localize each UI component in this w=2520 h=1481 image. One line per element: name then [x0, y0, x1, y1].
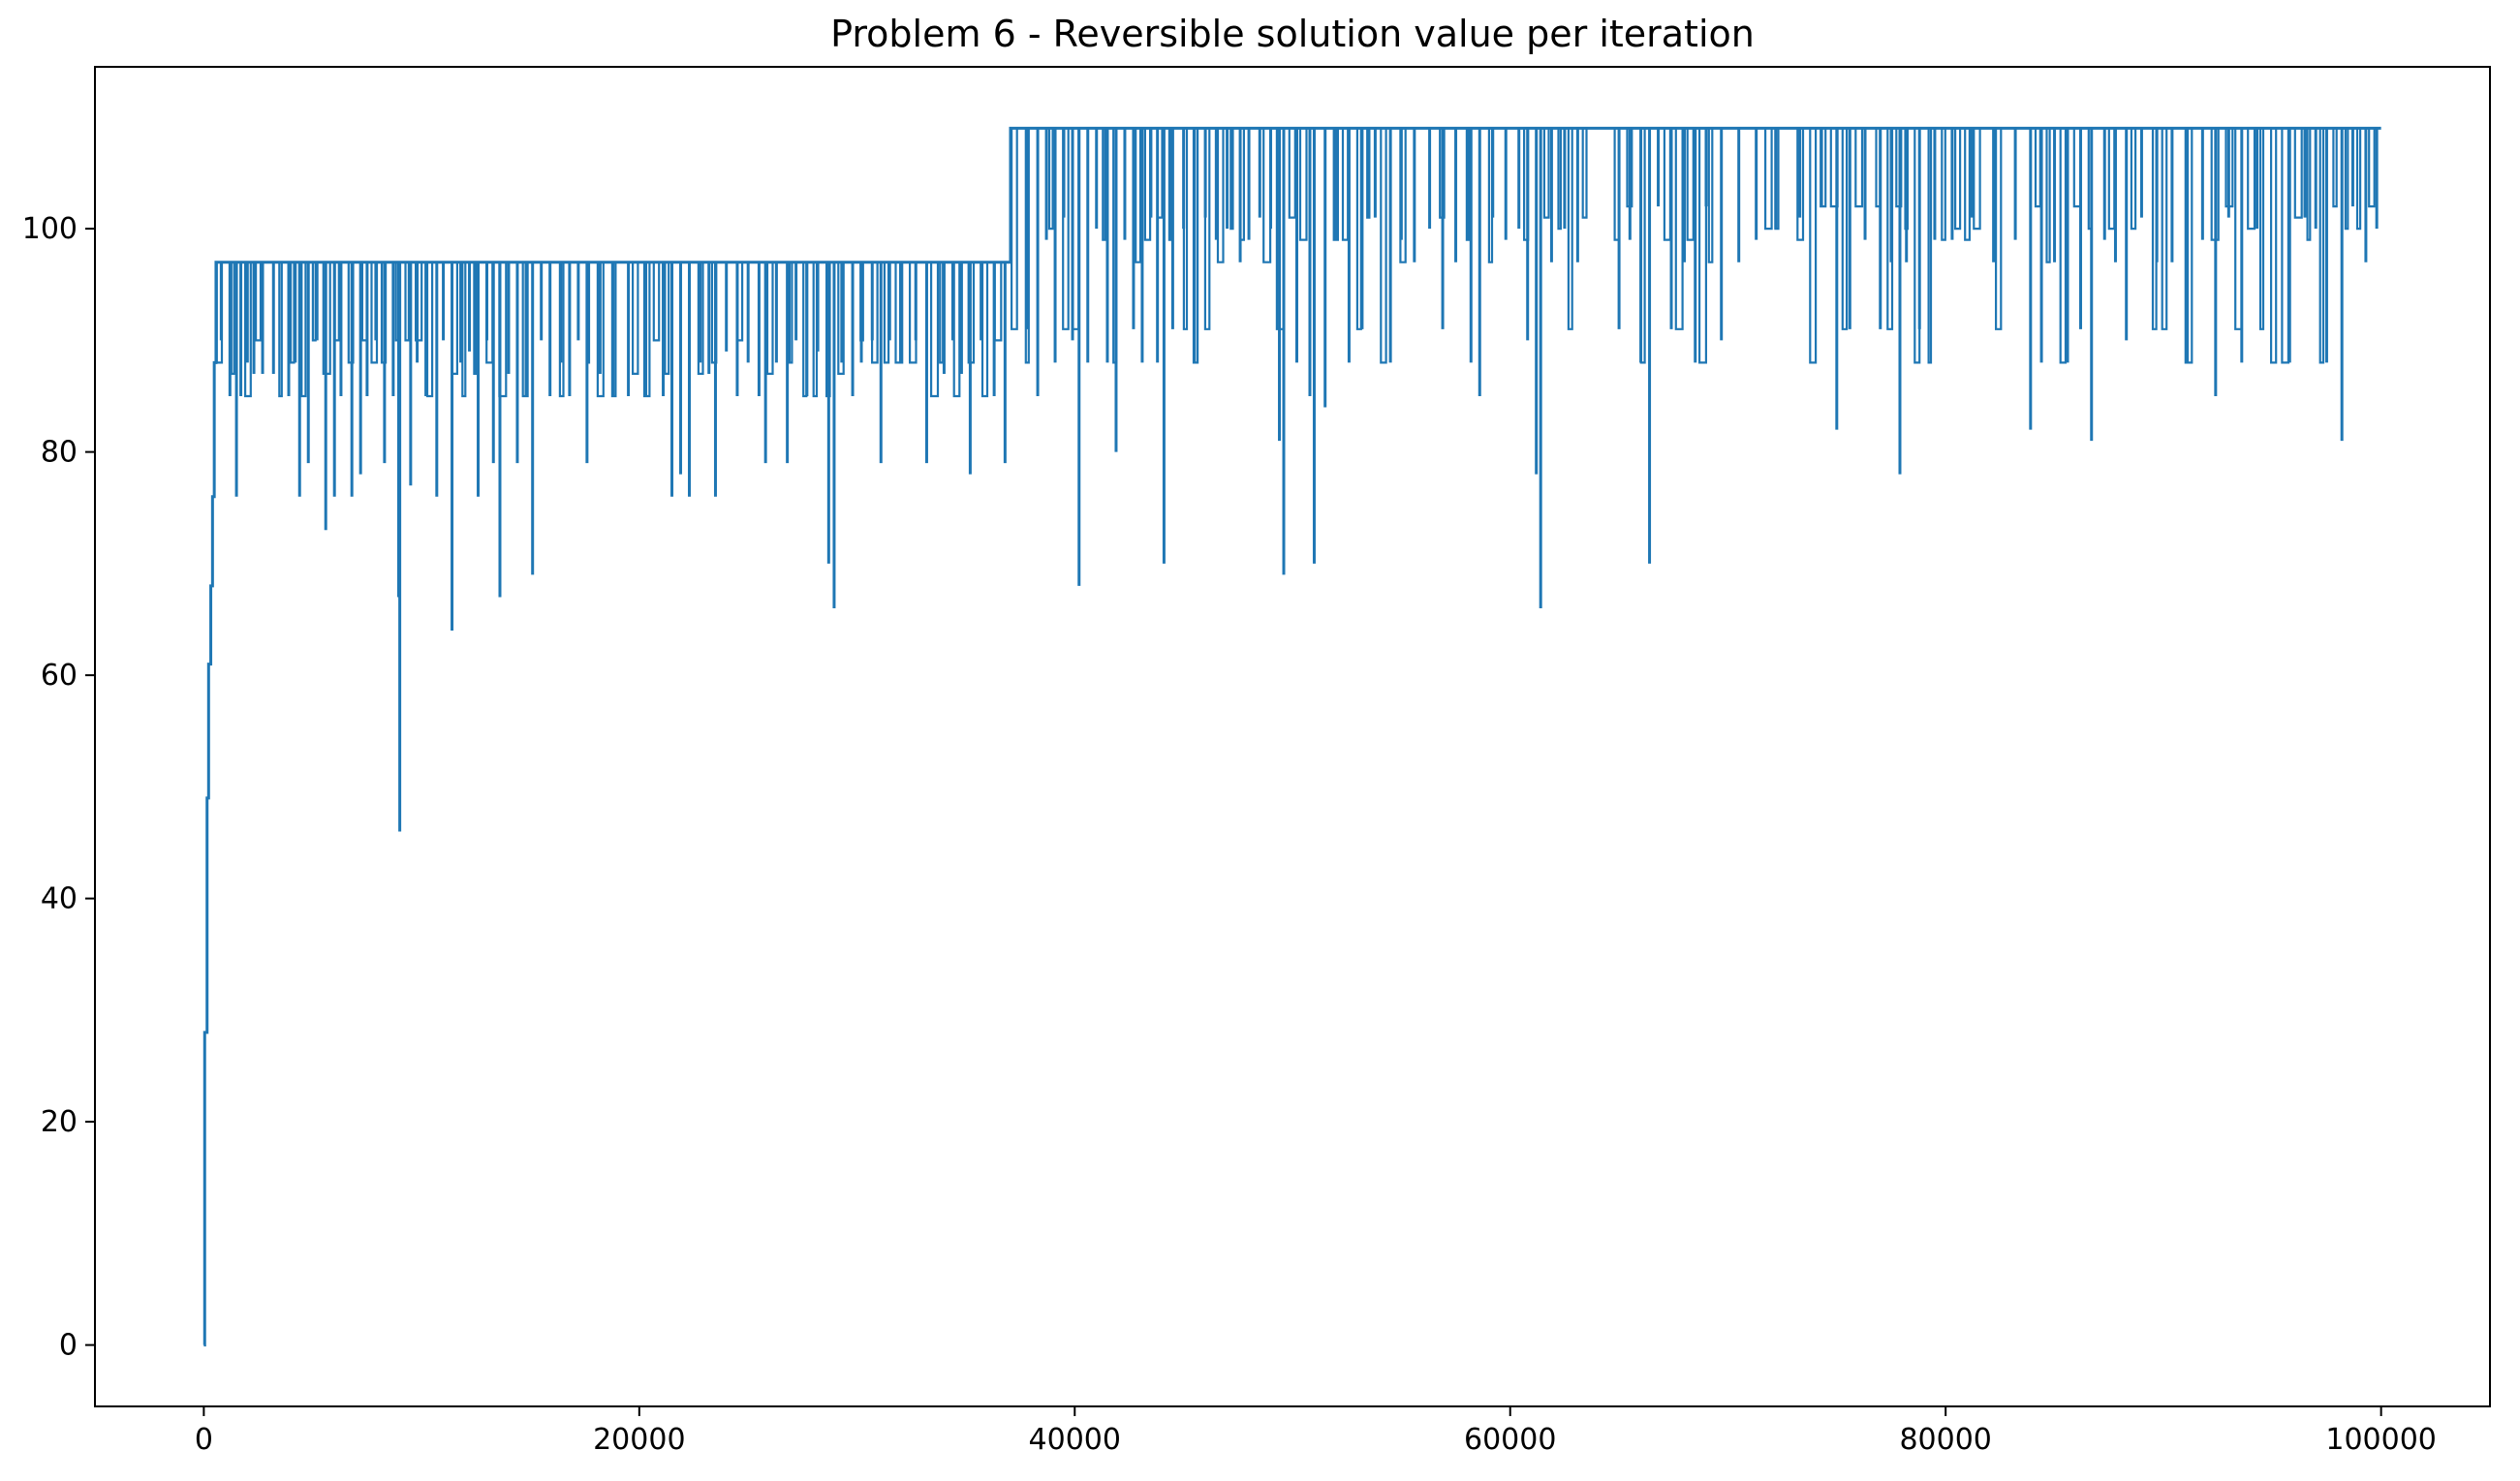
y-tick-label: 100 [22, 212, 78, 246]
x-tick-label: 0 [195, 1423, 213, 1457]
x-tick-label: 40000 [1029, 1423, 1121, 1457]
x-tick-label: 80000 [1899, 1423, 1991, 1457]
y-tick-label: 60 [41, 659, 78, 693]
x-axis: 0 20000 40000 60000 80000 100000 [195, 1406, 2437, 1457]
chart-title: Problem 6 - Reversible solution value pe… [830, 13, 1755, 55]
y-tick-label: 40 [41, 882, 78, 916]
y-axis: 0 20 40 60 80 100 [22, 212, 95, 1363]
dense-oscillation-region [215, 262, 1003, 398]
oscillation-path [1613, 128, 2376, 364]
plot-frame [94, 66, 2491, 1407]
dense-oscillation-region [1613, 128, 2376, 364]
x-tick-label: 20000 [593, 1423, 685, 1457]
x-tick-label: 100000 [2325, 1423, 2437, 1457]
y-tick-label: 20 [41, 1105, 78, 1139]
series-line [202, 126, 2381, 1347]
y-tick-label: 80 [41, 436, 78, 470]
x-tick-label: 60000 [1464, 1423, 1556, 1457]
y-tick-label: 0 [59, 1329, 78, 1363]
oscillation-path [215, 262, 1003, 398]
series-layer [202, 126, 2381, 1347]
